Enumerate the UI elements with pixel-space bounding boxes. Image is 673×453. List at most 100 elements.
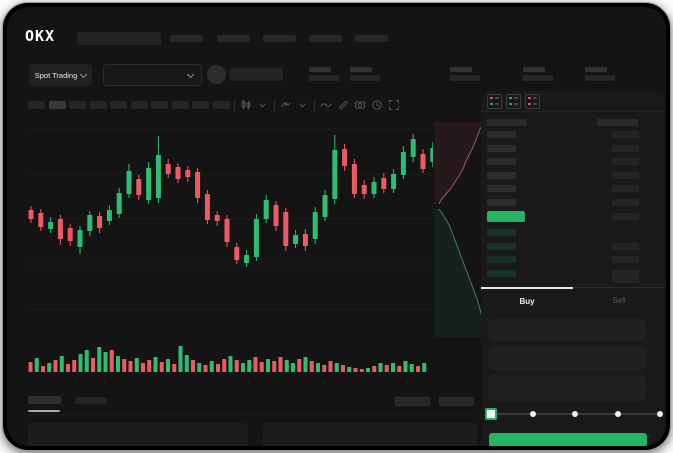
chevron-down-icon[interactable] bbox=[257, 99, 269, 111]
camera-icon[interactable] bbox=[354, 99, 366, 111]
timeframe-button[interactable] bbox=[172, 101, 189, 109]
tab-sell[interactable]: Sell bbox=[573, 287, 665, 313]
timeframe-button[interactable] bbox=[151, 101, 168, 109]
amount-input[interactable] bbox=[488, 346, 646, 370]
buy-tab-label: Buy bbox=[519, 296, 535, 306]
volume-bar bbox=[297, 359, 302, 372]
history-icon[interactable] bbox=[371, 99, 383, 111]
indicator-icon[interactable] bbox=[280, 99, 292, 111]
volume-bar bbox=[291, 363, 295, 372]
stat-value-placeholder bbox=[309, 75, 339, 81]
timeframe-button[interactable] bbox=[110, 101, 127, 109]
candle-body bbox=[430, 148, 433, 162]
orders-tab[interactable] bbox=[75, 397, 107, 404]
line-chart-icon[interactable] bbox=[320, 99, 332, 111]
divider bbox=[27, 414, 477, 415]
divider bbox=[481, 111, 665, 112]
candle-body bbox=[381, 178, 387, 189]
candle-body bbox=[293, 235, 299, 244]
candle-body bbox=[214, 215, 220, 221]
volume-bar bbox=[272, 361, 277, 372]
volume-bar bbox=[109, 350, 114, 372]
ask-row[interactable] bbox=[481, 144, 665, 155]
orderbook-trade-panel: Buy Sell bbox=[481, 91, 665, 446]
volume-bar bbox=[184, 355, 189, 372]
pair-selector[interactable] bbox=[103, 64, 202, 86]
ticker-stat bbox=[585, 67, 625, 83]
nav-menu-item[interactable] bbox=[170, 35, 203, 42]
book-asks-icon[interactable] bbox=[525, 94, 540, 109]
volume-bar bbox=[78, 354, 83, 372]
nav-menu-item[interactable] bbox=[355, 35, 388, 42]
timeframe-button[interactable] bbox=[192, 101, 209, 109]
stat-value-placeholder bbox=[350, 75, 380, 81]
book-combined-icon[interactable] bbox=[487, 94, 502, 109]
volume-bar bbox=[391, 363, 395, 372]
candles-icon[interactable] bbox=[240, 99, 252, 111]
last-price-badge[interactable] bbox=[487, 211, 525, 222]
amount-slider[interactable] bbox=[485, 408, 663, 420]
bid-row[interactable] bbox=[481, 242, 665, 253]
ask-price-placeholder bbox=[487, 144, 516, 152]
ticker-stat bbox=[523, 67, 563, 83]
stat-label-placeholder bbox=[450, 67, 472, 72]
ask-row[interactable] bbox=[481, 185, 665, 195]
nav-menu-item[interactable] bbox=[263, 35, 296, 42]
chevron-down-icon[interactable] bbox=[297, 99, 309, 111]
tab-buy[interactable]: Buy bbox=[481, 287, 573, 313]
volume-bar bbox=[128, 361, 133, 372]
ask-row[interactable] bbox=[481, 158, 665, 168]
coin-avatar bbox=[207, 65, 226, 84]
fullscreen-icon[interactable] bbox=[388, 99, 400, 111]
icon-mark bbox=[494, 103, 499, 105]
slider-stop[interactable] bbox=[572, 411, 578, 417]
ask-row[interactable] bbox=[481, 131, 665, 141]
ask-row[interactable] bbox=[481, 171, 665, 182]
timeframe-button[interactable] bbox=[213, 101, 230, 109]
candle-body bbox=[244, 255, 250, 263]
slider-stop[interactable] bbox=[657, 411, 663, 417]
order-history-panel[interactable] bbox=[263, 423, 477, 446]
divider bbox=[274, 99, 275, 111]
ask-total-placeholder bbox=[612, 185, 639, 192]
orders-action-button[interactable] bbox=[395, 397, 430, 406]
icon-mark bbox=[513, 103, 518, 105]
timeframe-button[interactable] bbox=[69, 101, 86, 109]
nav-menu-item[interactable] bbox=[217, 35, 250, 42]
volume-bar bbox=[241, 363, 245, 372]
bid-row[interactable] bbox=[481, 229, 665, 239]
timeframe-button[interactable] bbox=[49, 101, 66, 109]
volume-chart[interactable] bbox=[25, 341, 437, 375]
bid-row[interactable] bbox=[481, 269, 665, 280]
ask-total-placeholder bbox=[612, 158, 639, 165]
icon-mark bbox=[513, 97, 518, 99]
buy-submit-button[interactable] bbox=[489, 433, 647, 446]
draw-icon[interactable] bbox=[337, 99, 349, 111]
book-bids-icon[interactable] bbox=[506, 94, 521, 109]
volume-bar bbox=[116, 356, 120, 372]
candle-body bbox=[410, 139, 416, 157]
slider-handle[interactable] bbox=[485, 408, 497, 420]
open-orders-panel[interactable] bbox=[28, 423, 248, 446]
okx-logo[interactable]: OKX bbox=[25, 27, 56, 45]
nav-menu-item[interactable] bbox=[309, 35, 342, 42]
slider-stop[interactable] bbox=[529, 411, 536, 417]
volume-bar bbox=[309, 361, 314, 372]
candlestick-chart[interactable] bbox=[25, 117, 433, 343]
nav-search-placeholder[interactable] bbox=[77, 32, 161, 45]
market-type-selector[interactable]: Spot Trading bbox=[29, 64, 92, 86]
slider-stop[interactable] bbox=[614, 411, 621, 417]
timeframe-button[interactable] bbox=[131, 101, 148, 109]
timeframe-button[interactable] bbox=[90, 101, 107, 109]
ask-row[interactable] bbox=[481, 198, 665, 209]
orders-action-button[interactable] bbox=[439, 397, 474, 406]
price-input[interactable] bbox=[488, 319, 646, 341]
stat-label-placeholder bbox=[585, 67, 607, 72]
candle-body bbox=[351, 164, 357, 194]
chart-tools bbox=[234, 97, 400, 113]
orders-tab-active[interactable] bbox=[28, 396, 61, 404]
bid-row[interactable] bbox=[481, 256, 665, 266]
total-input[interactable] bbox=[488, 375, 646, 401]
timeframe-button[interactable] bbox=[28, 101, 45, 109]
volume-bar bbox=[84, 350, 89, 372]
